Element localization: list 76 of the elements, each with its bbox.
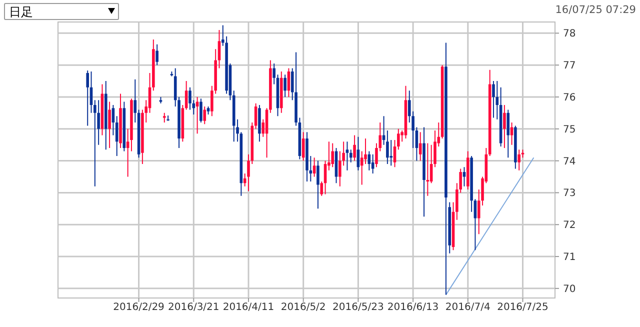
candlestick bbox=[162, 112, 166, 123]
x-tick-label: 2016/6/13 bbox=[387, 302, 439, 313]
candlestick bbox=[86, 70, 89, 126]
candlestick bbox=[196, 96, 199, 134]
candlestick bbox=[159, 96, 162, 104]
y-tick-label: 76 bbox=[563, 92, 576, 104]
candlestick bbox=[506, 110, 510, 158]
x-tick-label: 2016/3/21 bbox=[168, 302, 220, 313]
candlestick bbox=[287, 68, 290, 97]
candlestick bbox=[254, 103, 258, 129]
candlestick bbox=[488, 70, 492, 156]
candlestick bbox=[200, 98, 202, 123]
candlestick bbox=[119, 94, 122, 148]
candlestick bbox=[514, 126, 517, 169]
candlestick bbox=[334, 148, 338, 184]
candlestick bbox=[404, 86, 408, 138]
candlestick bbox=[112, 104, 115, 136]
candlestick bbox=[492, 81, 495, 118]
candlestick bbox=[466, 151, 470, 190]
x-tick-label: 2016/5/23 bbox=[332, 302, 384, 313]
candlestick bbox=[181, 104, 184, 142]
x-tick-label: 2016/2/29 bbox=[113, 302, 164, 313]
candlestick bbox=[134, 79, 137, 123]
y-tick-label: 74 bbox=[563, 156, 576, 168]
candlestick bbox=[422, 127, 426, 217]
candlestick bbox=[462, 167, 466, 186]
candlestick bbox=[306, 132, 308, 182]
y-tick-label: 75 bbox=[563, 124, 576, 136]
y-tick-label: 71 bbox=[563, 252, 576, 264]
candlestick bbox=[122, 102, 126, 152]
dropdown-field: 日足 bbox=[4, 3, 119, 20]
candlestick bbox=[232, 90, 236, 142]
y-tick-label: 77 bbox=[563, 60, 576, 72]
candlestick bbox=[440, 65, 444, 138]
candlestick bbox=[418, 132, 422, 161]
x-tick-label: 2016/4/11 bbox=[222, 302, 274, 313]
candlestick bbox=[331, 143, 334, 168]
candlestick bbox=[368, 151, 371, 170]
candlestick bbox=[166, 115, 170, 121]
candlestick bbox=[316, 160, 320, 209]
candlestick bbox=[137, 110, 140, 158]
candlestick bbox=[349, 150, 352, 162]
candlestick bbox=[510, 122, 514, 145]
candlestick bbox=[302, 132, 305, 161]
candlestick bbox=[496, 81, 499, 120]
x-tick-label: 2016/7/4 bbox=[445, 302, 490, 313]
candlestick bbox=[356, 136, 360, 170]
x-tick-label: 2016/5/2 bbox=[280, 302, 326, 313]
y-tick-label: 70 bbox=[563, 284, 576, 295]
candlestick bbox=[115, 116, 118, 156]
y-tick-label: 72 bbox=[563, 220, 576, 232]
candlestick bbox=[156, 44, 158, 66]
candlestick bbox=[499, 87, 502, 146]
x-tick-label: 2016/7/25 bbox=[497, 302, 548, 313]
candlestick bbox=[170, 71, 174, 76]
candlestick bbox=[104, 81, 108, 150]
candlestick bbox=[426, 143, 430, 196]
candlestick bbox=[518, 150, 520, 170]
candlestick bbox=[203, 106, 206, 124]
candlestick bbox=[280, 71, 283, 113]
candlestick bbox=[346, 142, 349, 170]
y-tick-label: 78 bbox=[563, 28, 576, 40]
candlestick bbox=[284, 74, 286, 97]
candlestick bbox=[320, 182, 324, 196]
candlestick bbox=[353, 135, 356, 161]
candlestick bbox=[108, 102, 111, 148]
candlestick bbox=[258, 104, 261, 142]
candlestick bbox=[184, 81, 188, 110]
text: 16/07/25 07:29 bbox=[555, 4, 636, 16]
candlestick bbox=[100, 84, 104, 136]
y-tick-label: 73 bbox=[563, 188, 576, 200]
candlestick bbox=[312, 158, 316, 177]
candlestick bbox=[444, 42, 448, 295]
candlestick bbox=[503, 104, 506, 148]
candlestick bbox=[206, 106, 210, 115]
candlestick bbox=[371, 154, 374, 174]
